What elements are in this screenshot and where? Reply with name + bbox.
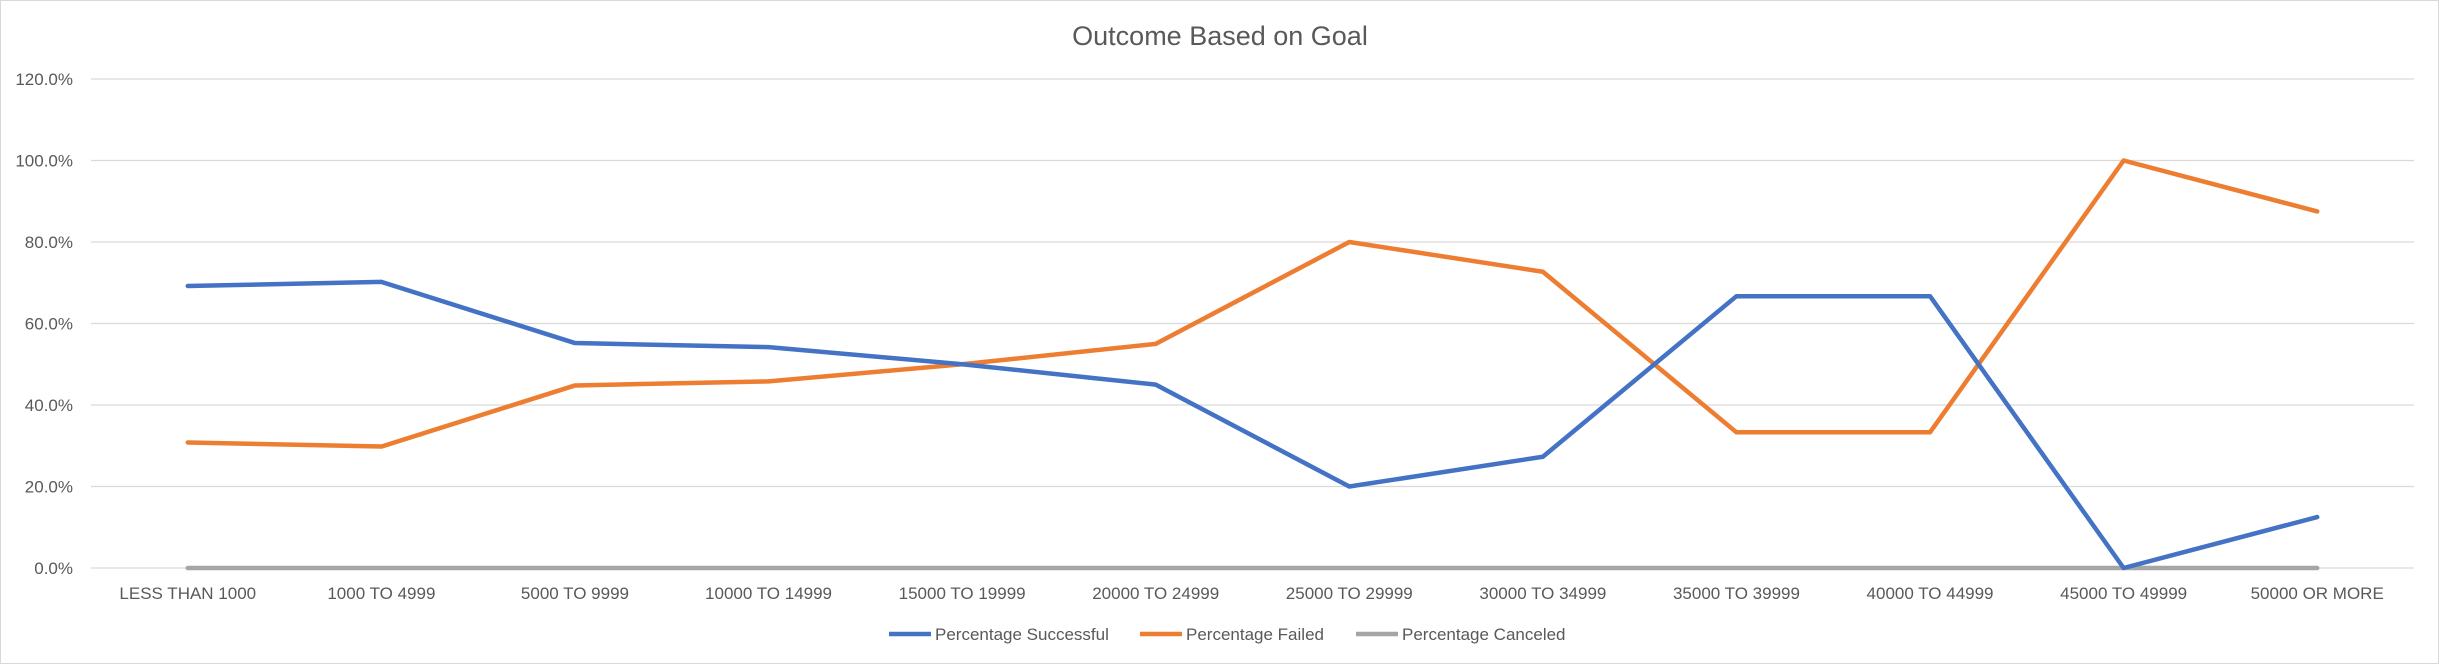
y-tick-label: 100.0% (15, 152, 73, 171)
legend-item-percentage-canceled: Percentage Canceled (1356, 625, 1566, 644)
y-tick-label: 40.0% (25, 396, 73, 415)
y-tick-label: 80.0% (25, 233, 73, 252)
y-tick-label: 60.0% (25, 315, 73, 334)
series-lines (185, 158, 2320, 571)
x-tick-label: 50000 OR MORE (2251, 584, 2384, 603)
legend: Percentage Successful Percentage Failed Pe… (889, 625, 1566, 644)
y-tick-label: 0.0% (34, 559, 73, 578)
x-tick-label: 40000 TO 44999 (1867, 584, 1994, 603)
x-tick-label: 20000 TO 24999 (1092, 584, 1219, 603)
x-tick-label: 1000 TO 4999 (327, 584, 435, 603)
x-tick-label: LESS THAN 1000 (119, 584, 256, 603)
legend-label: Percentage Canceled (1402, 625, 1566, 644)
chart-title: Outcome Based on Goal (1072, 21, 1368, 51)
x-tick-label: 25000 TO 29999 (1286, 584, 1413, 603)
series-line-percentage-successful (185, 279, 2320, 571)
legend-label: Percentage Successful (935, 625, 1109, 644)
x-tick-label: 10000 TO 14999 (705, 584, 832, 603)
x-tick-label: 45000 TO 49999 (2060, 584, 2187, 603)
y-axis-ticks: 0.0% 20.0% 40.0% 60.0% 80.0% 100.0% 120.0% (15, 70, 73, 578)
x-tick-label: 5000 TO 9999 (521, 584, 629, 603)
x-tick-label: 30000 TO 34999 (1479, 584, 1606, 603)
x-tick-label: 15000 TO 19999 (899, 584, 1026, 603)
y-tick-label: 120.0% (15, 70, 73, 89)
y-tick-label: 20.0% (25, 478, 73, 497)
x-axis-ticks: LESS THAN 1000 1000 TO 4999 5000 TO 9999 10… (119, 584, 2383, 603)
legend-item-percentage-failed: Percentage Failed (1140, 625, 1324, 644)
legend-item-percentage-successful: Percentage Successful (889, 625, 1109, 644)
legend-label: Percentage Failed (1186, 625, 1324, 644)
x-tick-label: 35000 TO 39999 (1673, 584, 1800, 603)
series-line-percentage-failed (185, 158, 2320, 449)
gridlines (91, 78, 2414, 569)
